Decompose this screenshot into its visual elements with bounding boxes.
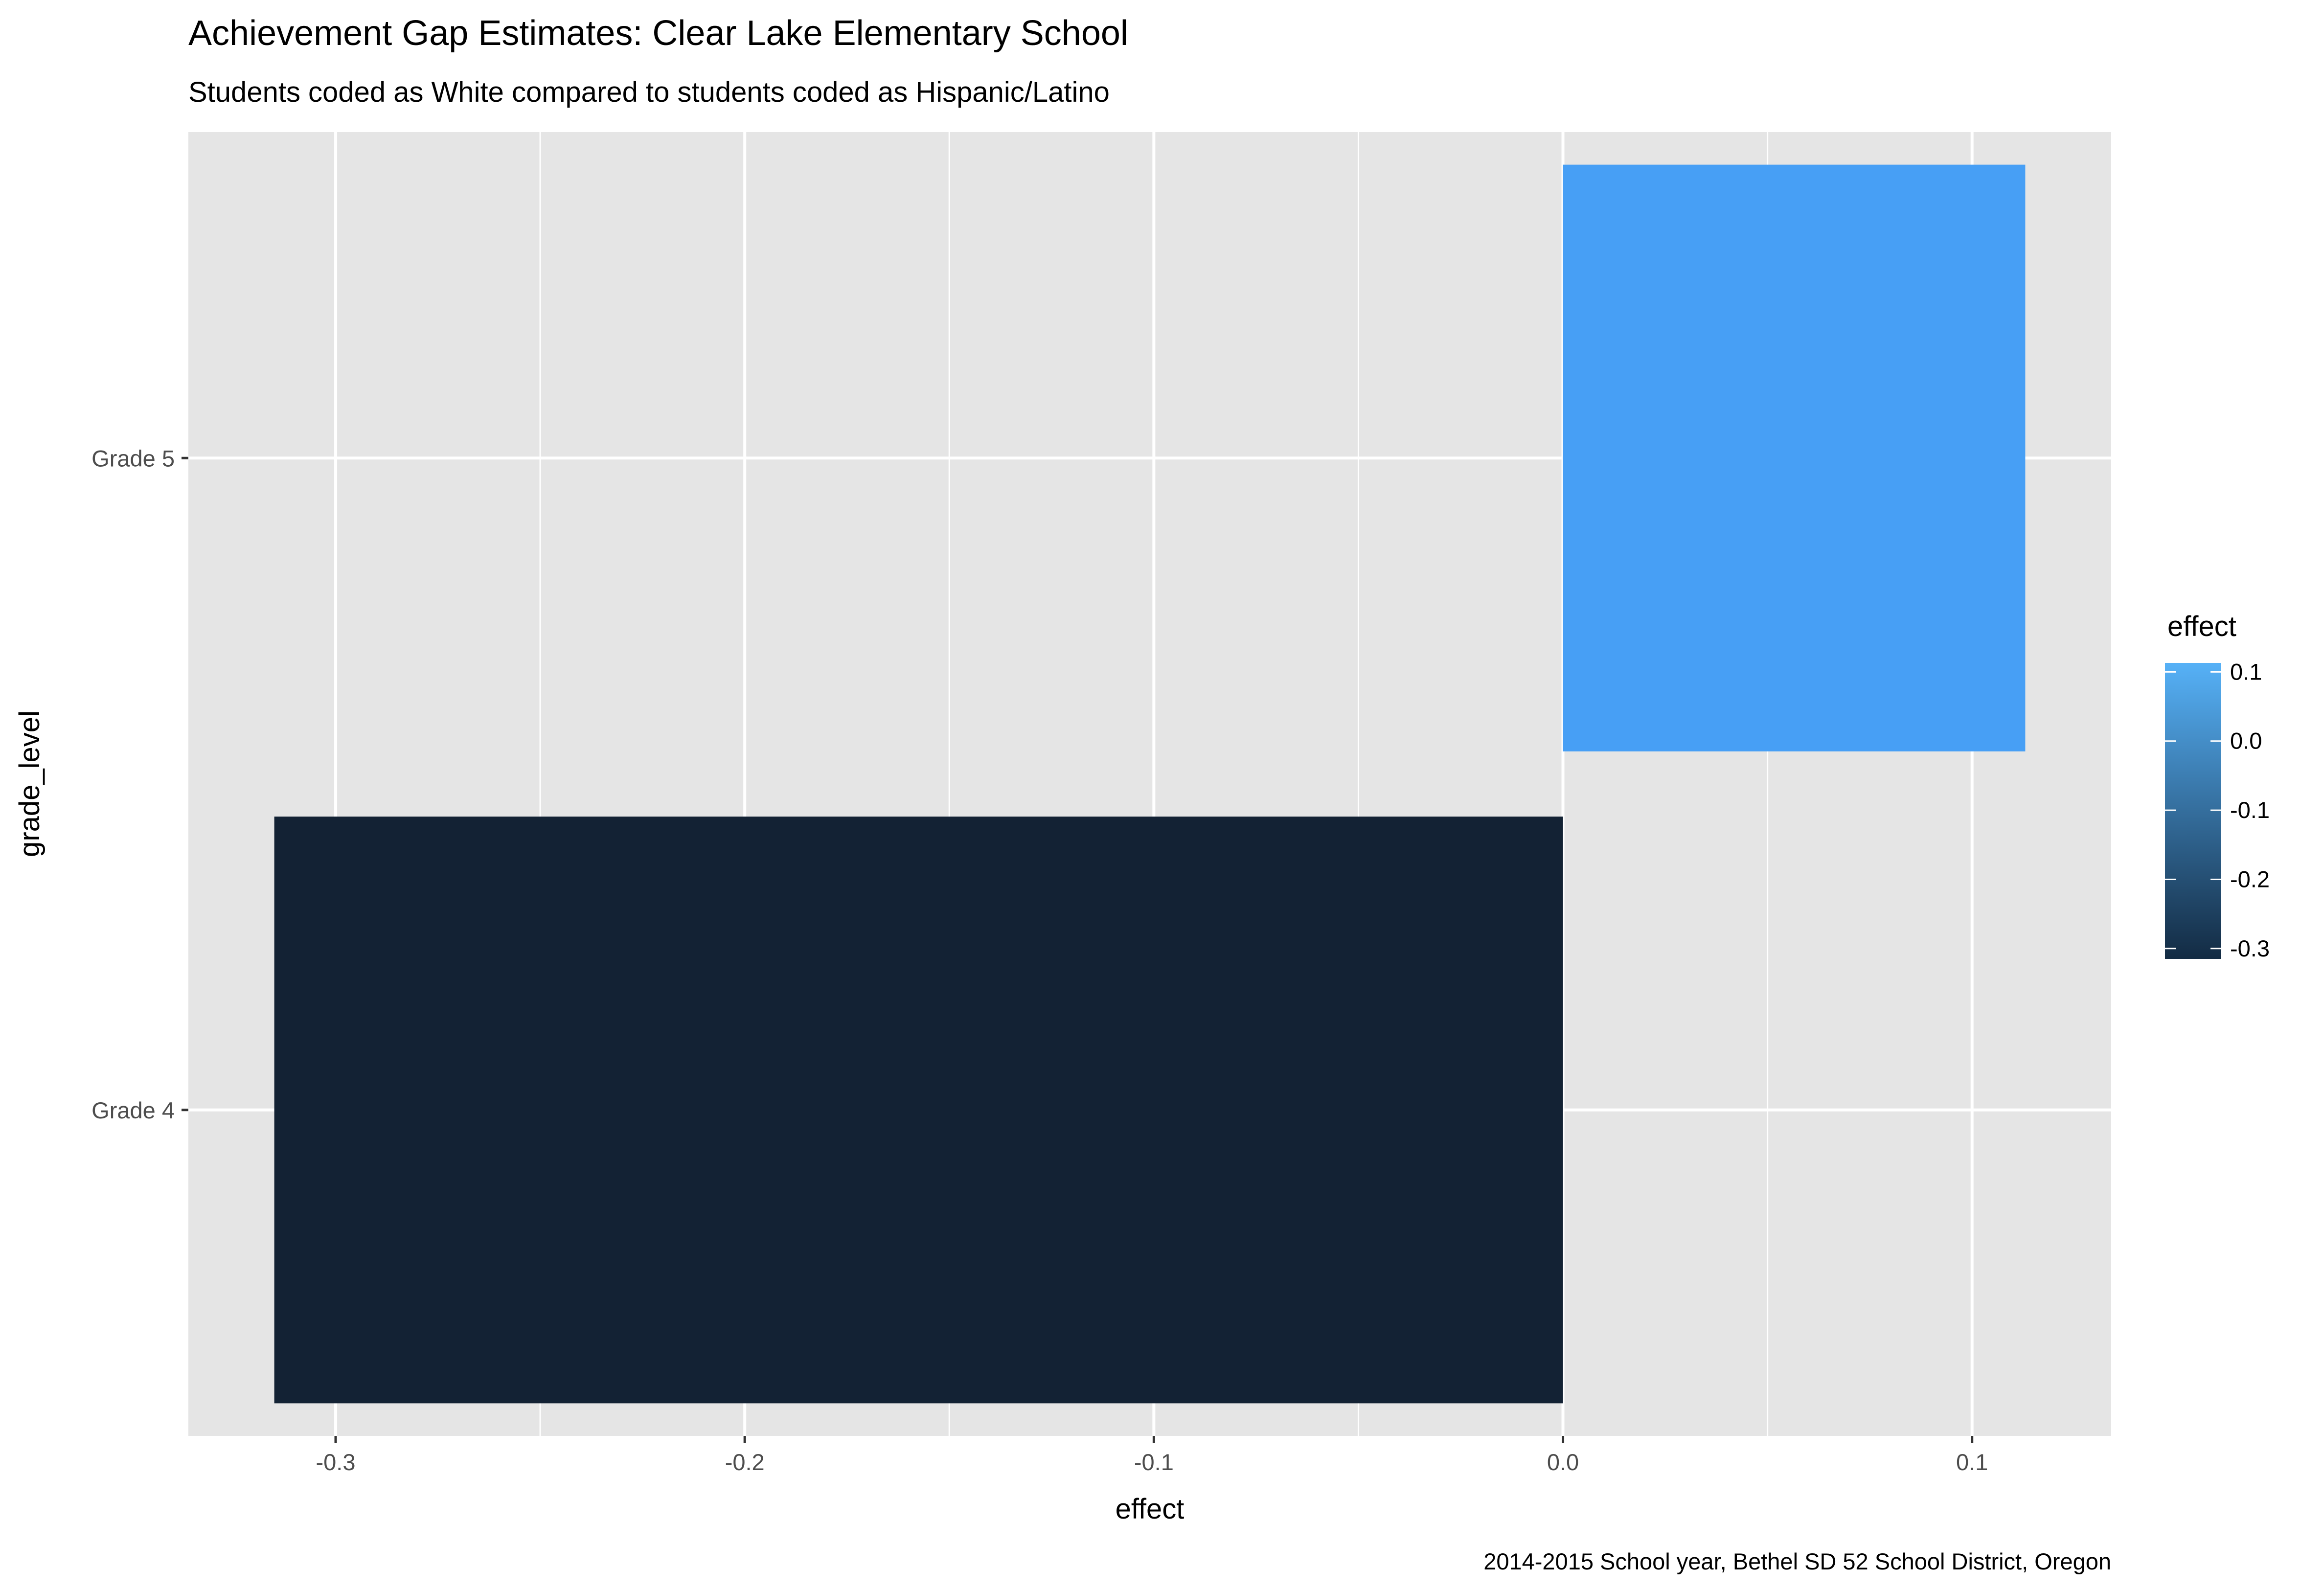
legend-label: -0.3 — [2230, 935, 2270, 961]
legend-label: -0.2 — [2230, 866, 2270, 892]
legend-title: effect — [2167, 611, 2236, 642]
legend: effect 0.1 0.0 -0.1 -0.2 -0.3 — [2165, 611, 2270, 961]
x-tick-label: -0.1 — [1134, 1449, 1174, 1475]
x-tick-label: 0.1 — [1956, 1449, 1988, 1475]
x-tick-label: -0.2 — [725, 1449, 765, 1475]
chart-title: Achievement Gap Estimates: Clear Lake El… — [188, 14, 1128, 53]
x-axis: -0.3 -0.2 -0.1 0.0 0.1 — [316, 1436, 1988, 1475]
y-axis: Grade 4 Grade 5 — [91, 445, 188, 1123]
x-axis-title: effect — [1116, 1493, 1185, 1525]
legend-label: 0.1 — [2230, 659, 2262, 684]
chart-caption: 2014-2015 School year, Bethel SD 52 Scho… — [1483, 1548, 2111, 1574]
x-tick-label: -0.3 — [316, 1449, 356, 1475]
legend-label: -0.1 — [2230, 797, 2270, 823]
legend-label: 0.0 — [2230, 728, 2262, 754]
chart-subtitle: Students coded as White compared to stud… — [188, 76, 1110, 108]
bar — [1563, 164, 2026, 751]
y-tick-label: Grade 4 — [91, 1097, 175, 1123]
bars — [274, 164, 2026, 1404]
bar — [274, 817, 1563, 1404]
y-axis-title: grade_level — [14, 710, 46, 857]
y-tick-label: Grade 5 — [91, 445, 175, 471]
x-tick-label: 0.0 — [1547, 1449, 1579, 1475]
